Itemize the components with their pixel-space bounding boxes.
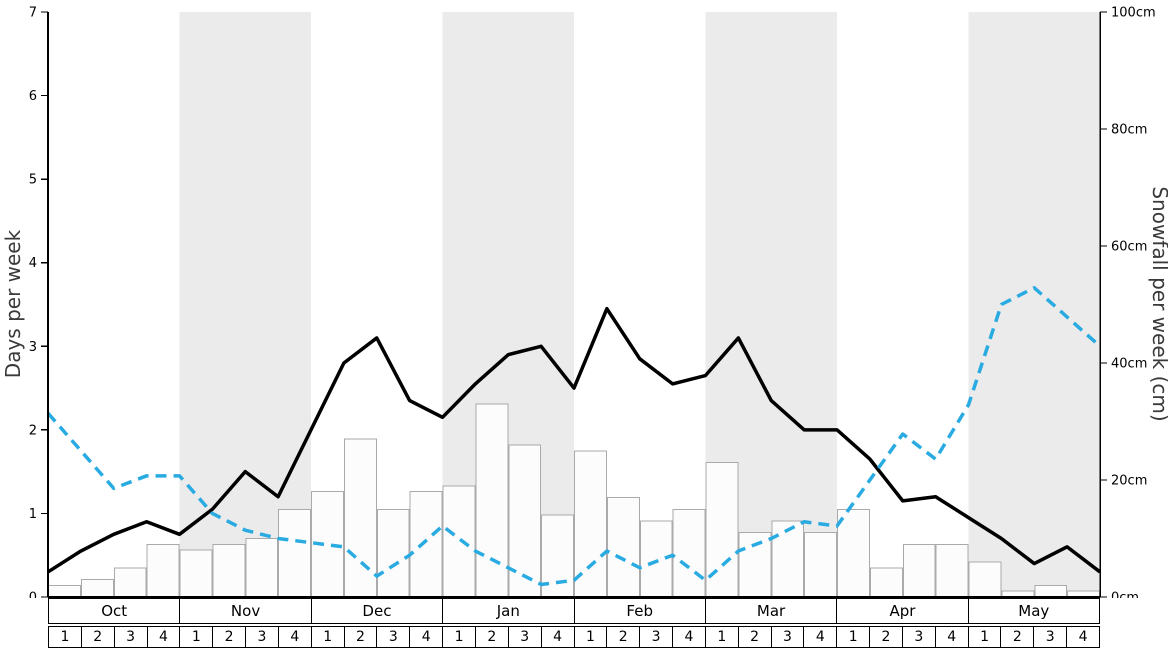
snowfall-bar (902, 543, 936, 598)
days-per-week-line (47, 306, 1102, 574)
week-cell-jan-3: 3 (508, 626, 542, 648)
month-band (968, 12, 1100, 597)
month-cell-nov: Nov (180, 598, 312, 624)
week-cell-oct-3: 3 (114, 626, 148, 648)
snowfall-bar (475, 403, 509, 598)
snowfall-bar (804, 532, 837, 598)
month-bands (179, 12, 1100, 597)
snowfall-bar (80, 578, 114, 598)
snowfall-bar (1034, 584, 1068, 598)
snowfall-bar (869, 567, 903, 598)
week-cell-apr-4: 4 (935, 626, 969, 648)
week-cell-mar-2: 2 (738, 626, 772, 648)
snowfall-bar (771, 520, 805, 598)
left-tick-label: 1 (29, 507, 37, 522)
snowfall-bar (837, 508, 870, 598)
snowfall-bar (146, 543, 180, 598)
snowfall-bar (179, 549, 213, 598)
month-cell-apr: Apr (837, 598, 969, 624)
week-cell-mar-4: 4 (804, 626, 838, 648)
month-cell-jan: Jan (443, 598, 575, 624)
week-cell-may-4: 4 (1067, 626, 1100, 648)
month-cell-dec: Dec (311, 598, 444, 624)
week-cell-may-3: 3 (1034, 626, 1068, 648)
week-cell-dec-2: 2 (344, 626, 378, 648)
week-cell-jan-4: 4 (541, 626, 575, 648)
left-tick-label: 3 (29, 340, 37, 355)
week-cell-nov-4: 4 (278, 626, 312, 648)
week-cell-may-1: 1 (968, 626, 1002, 648)
snowfall-bar (738, 532, 772, 598)
snowfall-bar (376, 508, 410, 598)
week-cell-nov-2: 2 (213, 626, 247, 648)
dashed-line (46, 286, 1102, 587)
week-cell-oct-4: 4 (147, 626, 181, 648)
month-cell-mar: Mar (705, 598, 838, 624)
right-tick-label: 0cm (1111, 591, 1139, 599)
series-lines (46, 286, 1102, 587)
snowfall-bar (606, 497, 640, 598)
left-tick-label: 7 (29, 6, 37, 21)
left-tick-label: 5 (29, 173, 37, 188)
snowfall-bar (212, 543, 246, 598)
snowfall-bar (574, 450, 607, 598)
snowfall-bar (409, 491, 443, 598)
snowfall-bar (278, 508, 311, 598)
right-axis-label: Snowfall per week (cm) (1148, 186, 1168, 421)
right-tick-label: 20cm (1111, 474, 1147, 489)
week-cell-dec-1: 1 (311, 626, 345, 648)
snowfall-bar (672, 508, 706, 598)
snowfall-bar (442, 485, 476, 598)
week-cell-feb-3: 3 (640, 626, 674, 648)
week-cell-feb-1: 1 (574, 626, 608, 648)
month-cell-oct: Oct (48, 598, 181, 624)
week-cell-oct-1: 1 (48, 626, 82, 648)
left-tick-label: 2 (29, 423, 37, 438)
right-tick-label: 60cm (1111, 240, 1147, 255)
right-tick-label: 40cm (1111, 357, 1147, 372)
week-cell-oct-2: 2 (81, 626, 115, 648)
week-cell-mar-1: 1 (705, 626, 739, 648)
snowfall-bar (935, 543, 969, 598)
right-tick-label: 80cm (1111, 123, 1147, 138)
month-cell-feb: Feb (574, 598, 706, 624)
week-cell-apr-1: 1 (837, 626, 871, 648)
week-cell-jan-1: 1 (443, 626, 476, 648)
left-tick-label: 0 (29, 591, 37, 599)
snowfall-bar (48, 584, 81, 598)
week-cell-nov-1: 1 (180, 626, 214, 648)
snowfall-bar (245, 538, 279, 598)
snowfall-bar (968, 561, 1002, 598)
week-cell-feb-4: 4 (673, 626, 706, 648)
week-cell-may-2: 2 (1001, 626, 1035, 648)
left-axis-label: Days per week (1, 229, 25, 378)
week-cell-apr-3: 3 (902, 626, 936, 648)
week-cell-feb-2: 2 (607, 626, 641, 648)
week-cell-apr-2: 2 (870, 626, 903, 648)
week-cell-jan-2: 2 (475, 626, 509, 648)
week-cell-nov-3: 3 (246, 626, 279, 648)
left-tick-label: 6 (29, 89, 37, 104)
week-cell-mar-3: 3 (771, 626, 805, 648)
month-row: Oct Nov Dec Jan Feb Mar Apr May (48, 598, 1100, 624)
snowfall-bar (113, 567, 147, 598)
right-tick-label: 100cm (1111, 6, 1156, 21)
week-cell-dec-4: 4 (410, 626, 444, 648)
left-tick-label: 4 (29, 256, 37, 271)
snowfall-bar (343, 438, 377, 598)
month-cell-may: May (968, 598, 1100, 624)
axes: 0 1 2 3 4 5 6 7 0cm 20cm 40cm 60cm 80cm 100cm (29, 6, 1156, 599)
plot-area: 0 1 2 3 4 5 6 7 0cm 20cm 40cm 60cm 80cm 100cm Days pe… (1, 6, 1168, 599)
week-cell-dec-3: 3 (377, 626, 411, 648)
